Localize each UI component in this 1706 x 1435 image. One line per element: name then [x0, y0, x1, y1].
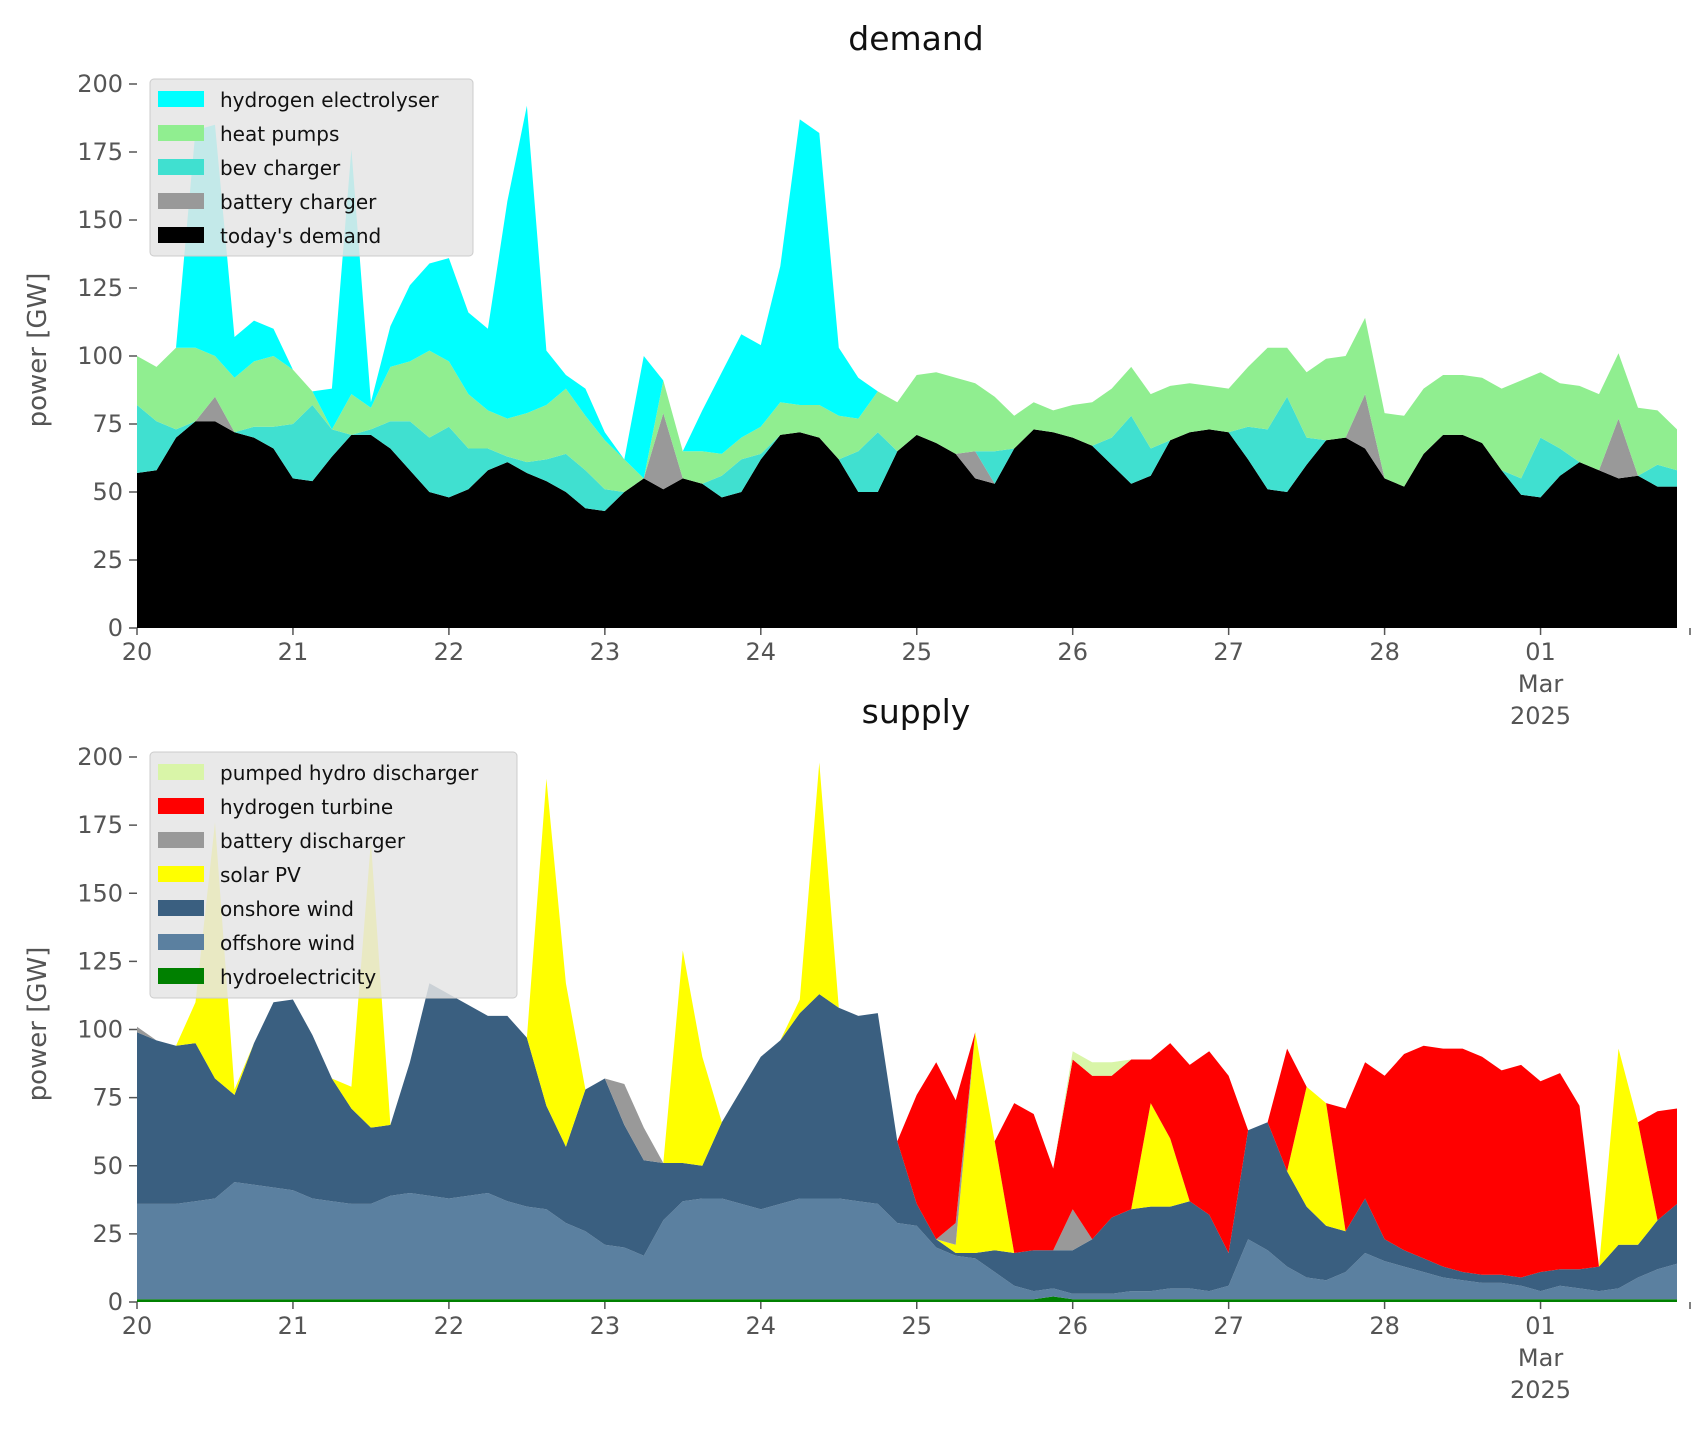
x-tick-label: 20	[122, 638, 153, 666]
x-tick-label: 21	[278, 638, 309, 666]
legend-label-onshore-wind: onshore wind	[220, 897, 354, 921]
y-tick-label: 0	[108, 1288, 123, 1316]
legend-label-bev-charger: bev charger	[220, 156, 341, 180]
legend-box	[149, 78, 474, 257]
y-tick-label: 50	[92, 1152, 123, 1180]
y-tick-label: 100	[77, 342, 123, 370]
y-tick-label: 200	[77, 743, 123, 771]
legend-swatch-battery-charger	[158, 193, 204, 209]
legend-swatch-hydrogen-electrolyser	[158, 91, 204, 107]
stacked-areas	[137, 105, 1677, 628]
x-tick-label: 27	[1213, 638, 1244, 666]
y-tick-label: 175	[77, 811, 123, 839]
area-battery-charger	[137, 394, 1677, 511]
y-tick-label: 75	[92, 1084, 123, 1112]
supply-panel: supply power [GW] 0255075100125150175200…	[23, 692, 1691, 1404]
x-tick-label: 28	[1369, 638, 1400, 666]
legend-label-heat-pumps: heat pumps	[220, 122, 339, 146]
y-tick-label: 75	[92, 410, 123, 438]
demand-title: demand	[848, 19, 983, 58]
legend-swatch-today-s-demand	[158, 227, 204, 243]
x-tick-label: 28	[1369, 1312, 1400, 1340]
legend-swatch-solar-pv	[158, 866, 204, 882]
x-tick-label: 25	[901, 1312, 932, 1340]
x-tick-label: 22	[434, 638, 465, 666]
x-tick-label: 01 Mar 2025	[1510, 1312, 1571, 1404]
legend-swatch-offshore-wind	[158, 934, 204, 950]
x-tick-label: 24	[746, 1312, 777, 1340]
legend-label-battery-charger: battery charger	[220, 190, 377, 214]
x-axis-ticks: 20 21 22 23 24 25 26 27 28 01 Mar 2025	[122, 628, 1691, 730]
y-tick-label: 150	[77, 206, 123, 234]
stacked-areas	[137, 762, 1677, 1302]
legend-label-offshore-wind: offshore wind	[220, 931, 355, 955]
y-tick-label: 50	[92, 478, 123, 506]
legend-label-solar-pv: solar PV	[220, 863, 301, 887]
area-bev-charger	[137, 394, 1677, 511]
x-axis-ticks: 20 21 22 23 24 25 26 27 28 01 Mar 2025	[122, 1302, 1691, 1404]
legend-label-pumped-hydro-discharger: pumped hydro discharger	[220, 761, 479, 785]
supply-y-axis-label: power [GW]	[23, 947, 53, 1102]
x-tick-label: 23	[590, 1312, 621, 1340]
legend-swatch-battery-discharger	[158, 832, 204, 848]
legend: pumped hydro discharger hydrogen turbine b…	[149, 751, 518, 999]
area-hydroelectricity	[137, 1296, 1677, 1302]
y-tick-label: 0	[108, 614, 123, 642]
x-tick-label: 23	[590, 638, 621, 666]
x-tick-label: 26	[1057, 638, 1088, 666]
area-hydrogen-electrolyser	[137, 105, 1677, 479]
supply-title: supply	[862, 692, 971, 731]
x-tick-label: 20	[122, 1312, 153, 1340]
legend-label-today-s-demand: today's demand	[220, 224, 381, 248]
legend-label-hydroelectricity: hydroelectricity	[220, 965, 376, 989]
legend-swatch-hydroelectricity	[158, 968, 204, 984]
y-tick-label: 150	[77, 879, 123, 907]
x-tick-label: 21	[278, 1312, 309, 1340]
x-tick-label: 25	[901, 638, 932, 666]
area-offshore-wind	[137, 1182, 1677, 1300]
legend-swatch-onshore-wind	[158, 900, 204, 916]
y-tick-label: 175	[77, 138, 123, 166]
y-tick-label: 125	[77, 947, 123, 975]
area-hydrogen-turbine	[137, 762, 1677, 1278]
y-axis-ticks: 0 25 50 75 100 125 150 175 200	[77, 743, 137, 1316]
legend-swatch-bev-charger	[158, 159, 204, 175]
legend-label-battery-discharger: battery discharger	[220, 829, 406, 853]
demand-y-axis-label: power [GW]	[23, 273, 53, 428]
area-onshore-wind	[137, 983, 1677, 1294]
y-tick-label: 100	[77, 1016, 123, 1044]
legend-swatch-hydrogen-turbine	[158, 798, 204, 814]
y-tick-label: 25	[92, 1220, 123, 1248]
y-tick-label: 25	[92, 546, 123, 574]
legend-swatch-heat-pumps	[158, 125, 204, 141]
area-today-s-demand	[137, 421, 1677, 628]
legend-box	[149, 751, 518, 999]
y-axis-ticks: 0 25 50 75 100 125 150 175 200	[77, 70, 137, 642]
legend: hydrogen electrolyser heat pumps bev charg…	[149, 78, 474, 257]
x-tick-label: 24	[746, 638, 777, 666]
legend-swatch-pumped-hydro-discharger	[158, 764, 204, 780]
demand-panel: demand power [GW] 0255075100125150175200…	[23, 19, 1691, 730]
x-tick-label: 27	[1213, 1312, 1244, 1340]
legend-label-hydrogen-turbine: hydrogen turbine	[220, 795, 393, 819]
y-tick-label: 200	[77, 70, 123, 98]
area-heat-pumps	[137, 317, 1677, 492]
legend-label-hydrogen-electrolyser: hydrogen electrolyser	[220, 88, 439, 112]
y-tick-label: 125	[77, 274, 123, 302]
x-tick-label: 22	[434, 1312, 465, 1340]
x-tick-label: 01 Mar 2025	[1510, 638, 1571, 730]
x-tick-label: 26	[1057, 1312, 1088, 1340]
